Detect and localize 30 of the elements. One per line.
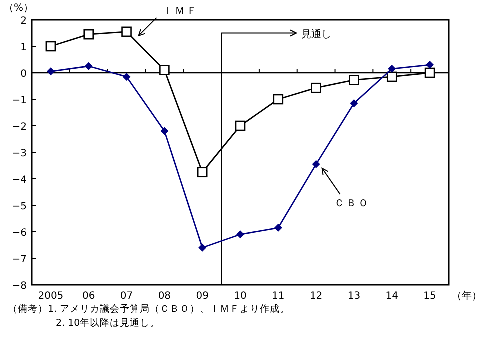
x-tick-label: 15 xyxy=(424,291,436,302)
text: ＩＭＦ xyxy=(162,6,199,17)
x-tick-label: 09 xyxy=(196,291,209,302)
x-tick-label: 14 xyxy=(386,291,399,302)
x-tick-label: 12 xyxy=(310,291,323,302)
y-tick-label: 0 xyxy=(20,69,27,80)
x-tick-label: 11 xyxy=(272,291,285,302)
x-tick-label: 10 xyxy=(234,291,247,302)
ref-line-label: 見通し xyxy=(302,28,332,40)
x-tick-label: 07 xyxy=(120,291,134,302)
y-axis-title: （%） xyxy=(4,3,34,14)
text: 2. 10年以降は見通し。 xyxy=(56,317,160,329)
x-tick-label: 2005 xyxy=(38,291,64,302)
y-tick-label: 2 xyxy=(20,16,27,27)
y-tick-label: 1 xyxy=(20,42,27,54)
x-tick-label: 08 xyxy=(158,291,172,302)
y-tick-label: −5 xyxy=(12,202,27,212)
text: （備考）1. アメリカ議会予算局（ＣＢＯ）、ＩＭＦより作成。 xyxy=(8,303,290,315)
text: ＣＢＯ xyxy=(334,198,370,210)
y-tick-label: −1 xyxy=(12,96,27,106)
y-tick-label: −6 xyxy=(12,228,27,239)
x-tick-label: 13 xyxy=(348,291,361,302)
y-tick-label: −2 xyxy=(12,122,27,133)
y-tick-label: −3 xyxy=(12,148,27,160)
y-tick-label: −8 xyxy=(12,281,27,292)
y-tick-label: −4 xyxy=(12,175,27,186)
x-tick-label: 06 xyxy=(82,291,96,302)
y-tick-label: −7 xyxy=(12,254,27,266)
ref-line: 見通し xyxy=(221,29,332,286)
x-axis-title: （年） xyxy=(452,290,479,302)
